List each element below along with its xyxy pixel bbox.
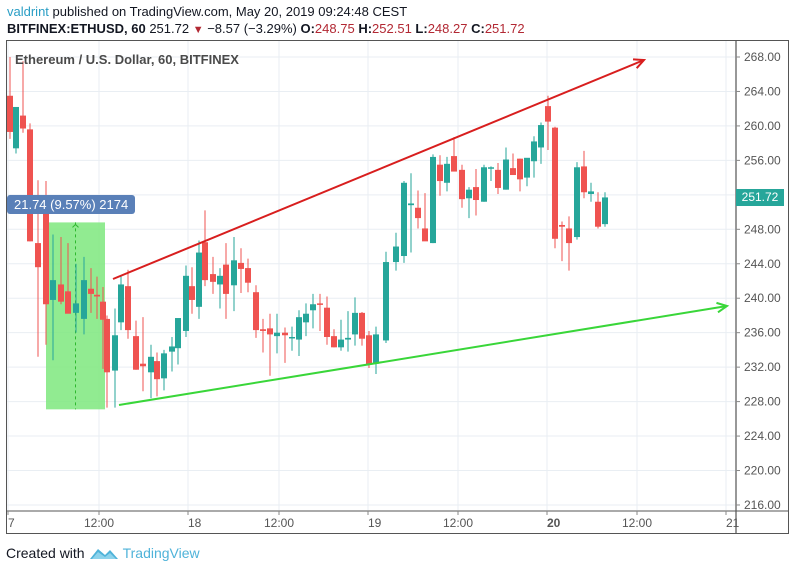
svg-text:7: 7 bbox=[8, 516, 15, 530]
svg-text:220.00: 220.00 bbox=[744, 464, 781, 478]
created-with-text: Created with bbox=[6, 545, 85, 561]
low-value: 248.27 bbox=[427, 21, 468, 36]
svg-text:232.00: 232.00 bbox=[744, 360, 781, 374]
svg-text:21: 21 bbox=[726, 516, 740, 530]
open-label: O: bbox=[300, 21, 315, 36]
candles bbox=[7, 57, 608, 408]
close-value: 251.72 bbox=[484, 21, 525, 36]
published-text: published on TradingView.com, May 20, 20… bbox=[52, 4, 408, 19]
svg-text:12:00: 12:00 bbox=[84, 516, 114, 530]
svg-text:19: 19 bbox=[368, 516, 382, 530]
last-price: 251.72 bbox=[149, 21, 190, 36]
publish-info: valdrint published on TradingView.com, M… bbox=[7, 3, 407, 20]
svg-text:20: 20 bbox=[547, 516, 561, 530]
last-price-tag: 251.72 bbox=[736, 189, 784, 206]
chart-title: Ethereum / U.S. Dollar, 60, BITFINEX bbox=[15, 52, 239, 67]
tradingview-link[interactable]: TradingView bbox=[122, 545, 200, 561]
svg-text:236.00: 236.00 bbox=[744, 326, 781, 340]
svg-text:224.00: 224.00 bbox=[744, 429, 781, 443]
svg-text:256.00: 256.00 bbox=[744, 153, 781, 167]
price-range-label: 21.74 (9.57%) 2174 bbox=[7, 195, 136, 214]
tradingview-logo-icon bbox=[89, 549, 118, 559]
footer: Created with TradingView bbox=[6, 545, 200, 561]
symbol-name: BITFINEX:ETHUSD, 60 bbox=[7, 21, 146, 36]
svg-text:228.00: 228.00 bbox=[744, 395, 781, 409]
svg-text:244.00: 244.00 bbox=[744, 257, 781, 271]
chart-frame bbox=[6, 40, 789, 534]
svg-text:12:00: 12:00 bbox=[443, 516, 473, 530]
high-label: H: bbox=[358, 21, 373, 36]
down-triangle-icon: ▼ bbox=[192, 24, 204, 36]
close-label: C: bbox=[471, 21, 485, 36]
svg-text:216.00: 216.00 bbox=[744, 498, 781, 512]
price-change: −8.57 (−3.29%) bbox=[207, 21, 297, 36]
open-value: 248.75 bbox=[314, 21, 355, 36]
svg-text:12:00: 12:00 bbox=[622, 516, 652, 530]
svg-text:248.00: 248.00 bbox=[744, 222, 781, 236]
author-link[interactable]: valdrint bbox=[7, 4, 49, 19]
svg-text:12:00: 12:00 bbox=[264, 516, 294, 530]
svg-text:264.00: 264.00 bbox=[744, 84, 781, 98]
svg-text:240.00: 240.00 bbox=[744, 291, 781, 305]
svg-text:268.00: 268.00 bbox=[744, 50, 781, 64]
low-label: L: bbox=[415, 21, 428, 36]
high-value: 252.51 bbox=[372, 21, 412, 36]
svg-text:260.00: 260.00 bbox=[744, 119, 781, 133]
symbol-info-bar: BITFINEX:ETHUSD, 60 251.72 ▼ −8.57 (−3.2… bbox=[7, 20, 525, 39]
svg-text:18: 18 bbox=[188, 516, 202, 530]
